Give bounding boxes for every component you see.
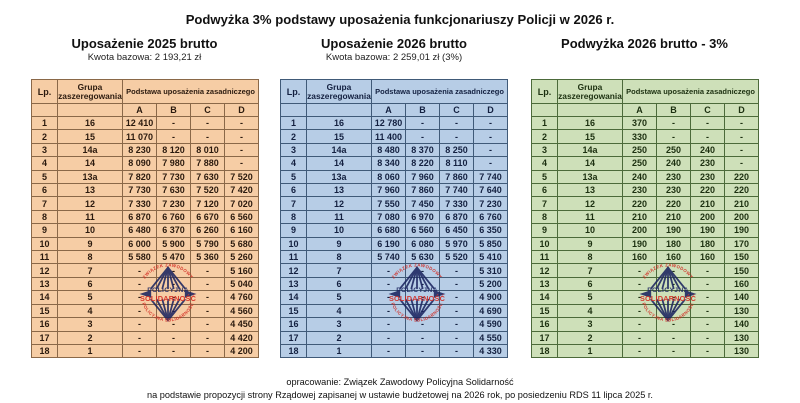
svg-text:SOLIDARNOŚĆ: SOLIDARNOŚĆ [640,294,697,303]
svg-text:SOLIDARNOŚĆ: SOLIDARNOŚĆ [389,294,446,303]
svg-text:SOLIDARNOŚĆ: SOLIDARNOŚĆ [140,294,197,303]
